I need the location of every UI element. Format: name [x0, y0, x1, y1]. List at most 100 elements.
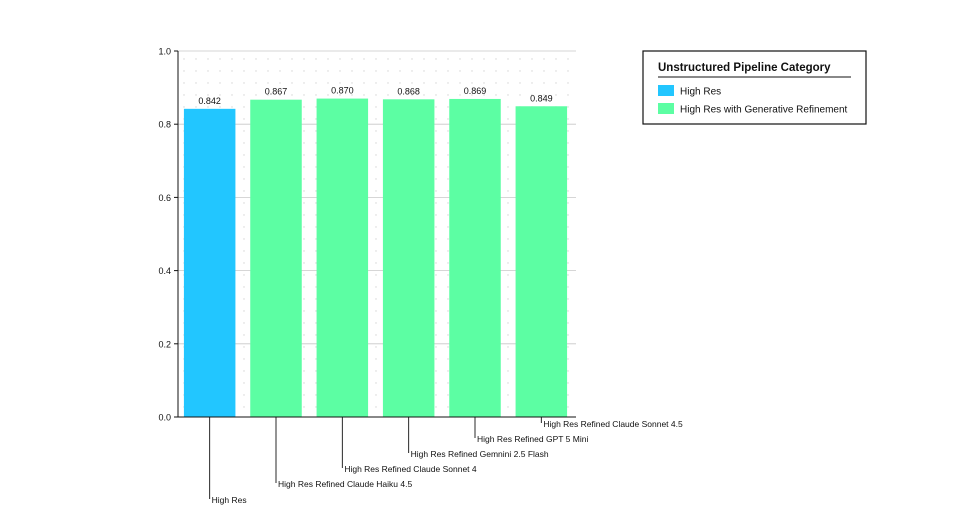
background-dot [303, 130, 305, 132]
x-tick-labels: High Res High Res Refined Claude Haiku 4.… [209, 417, 683, 505]
background-dot [243, 406, 245, 408]
background-dot [567, 382, 569, 384]
background-dot [303, 58, 305, 60]
background-dot [315, 70, 317, 72]
background-dot [243, 154, 245, 156]
background-dot [435, 250, 437, 252]
background-dot [447, 94, 449, 96]
background-dot [315, 178, 317, 180]
background-dot [507, 190, 509, 192]
background-dot [243, 274, 245, 276]
background-dot [507, 130, 509, 132]
background-dot [435, 406, 437, 408]
background-dot [315, 154, 317, 156]
background-dot [315, 82, 317, 84]
background-dot [447, 118, 449, 120]
background-dot [531, 58, 533, 60]
background-dot [567, 82, 569, 84]
background-dot [555, 94, 557, 96]
legend-label-high-res: High Res [680, 87, 721, 98]
bars [183, 98, 568, 418]
background-dot [507, 298, 509, 300]
background-dot [363, 70, 365, 72]
background-dot [423, 70, 425, 72]
background-dot [507, 394, 509, 396]
background-dot [435, 214, 437, 216]
background-dot [399, 94, 401, 96]
background-dot [303, 250, 305, 252]
background-dot [363, 94, 365, 96]
background-dot [483, 94, 485, 96]
background-dot [447, 274, 449, 276]
background-dot [327, 94, 329, 96]
background-dot [375, 142, 377, 144]
background-dot [507, 286, 509, 288]
background-dot [567, 202, 569, 204]
background-dot [435, 70, 437, 72]
background-dot [435, 262, 437, 264]
background-dot [567, 142, 569, 144]
background-dot [183, 94, 185, 96]
background-dot [255, 70, 257, 72]
background-dot [183, 106, 185, 108]
y-tick-label: 1.0 [158, 47, 171, 57]
background-dot [315, 382, 317, 384]
background-dot [291, 94, 293, 96]
background-dot [315, 406, 317, 408]
y-tick-label: 0.4 [158, 266, 171, 276]
legend-swatch-high-res [658, 85, 674, 96]
background-dot [507, 118, 509, 120]
background-dot [471, 58, 473, 60]
background-dot [339, 94, 341, 96]
background-dot [243, 370, 245, 372]
background-dot [447, 178, 449, 180]
background-dot [411, 82, 413, 84]
background-dot [231, 58, 233, 60]
background-dot [447, 58, 449, 60]
background-dot [363, 82, 365, 84]
background-dot [507, 82, 509, 84]
background-dot [507, 142, 509, 144]
bar [250, 99, 302, 417]
background-dot [207, 94, 209, 96]
background-dot [243, 262, 245, 264]
y-tick-label: 0.8 [158, 120, 171, 130]
background-dot [315, 190, 317, 192]
background-dot [567, 262, 569, 264]
x-tick-label: High Res Refined Claude Haiku 4.5 [278, 479, 412, 489]
bar-value-label: 0.869 [464, 86, 487, 96]
background-dot [495, 58, 497, 60]
background-dot [567, 130, 569, 132]
background-dot [387, 82, 389, 84]
background-dot [219, 82, 221, 84]
background-dot [255, 58, 257, 60]
background-dot [375, 238, 377, 240]
background-dot [303, 94, 305, 96]
background-dot [447, 202, 449, 204]
background-dot [447, 310, 449, 312]
background-dot [555, 58, 557, 60]
background-dot [471, 94, 473, 96]
background-dot [507, 214, 509, 216]
background-dot [447, 190, 449, 192]
background-dot [543, 70, 545, 72]
background-dot [351, 58, 353, 60]
background-dot [303, 106, 305, 108]
background-dot [303, 394, 305, 396]
y-tick-label: 0.2 [158, 339, 171, 349]
background-dot [315, 226, 317, 228]
background-dot [375, 274, 377, 276]
background-dot [387, 94, 389, 96]
background-dot [447, 346, 449, 348]
background-dot [507, 382, 509, 384]
background-dot [315, 298, 317, 300]
background-dot [315, 214, 317, 216]
x-tick-label: High Res Refined Claude Sonnet 4 [344, 464, 477, 474]
background-dot [507, 202, 509, 204]
background-dot [507, 238, 509, 240]
background-dot [447, 406, 449, 408]
background-dot [315, 142, 317, 144]
background-dot [447, 106, 449, 108]
